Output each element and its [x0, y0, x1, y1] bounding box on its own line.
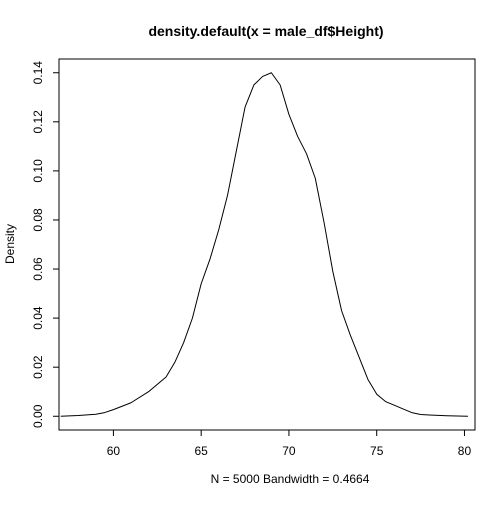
plot-frame	[58, 58, 476, 431]
y-tick-label: 0.02	[31, 355, 45, 379]
x-tick-label: 75	[370, 444, 384, 458]
y-tick-label: 0.14	[31, 61, 45, 85]
x-tick-label: 80	[458, 444, 472, 458]
y-tick-label: 0.12	[31, 110, 45, 134]
y-tick-label: 0.10	[31, 159, 45, 183]
y-tick-label: 0.08	[31, 208, 45, 232]
x-tick-label: 60	[107, 444, 121, 458]
x-axis-label: N = 5000 Bandwidth = 0.4664	[211, 472, 370, 486]
x-axis-ticks: 60 65 70 75 80	[107, 430, 472, 458]
y-tick-label: 0.04	[31, 306, 45, 330]
density-line	[60, 72, 468, 417]
y-tick-label: 0.06	[31, 257, 45, 281]
chart-title: density.default(x = male_df$Height)	[148, 23, 383, 39]
series-layer	[60, 72, 468, 417]
x-tick-label: 70	[282, 444, 296, 458]
y-tick-label: 0.00	[31, 404, 45, 428]
y-axis-ticks: 0.00 0.02 0.04 0.06 0.08 0.10 0.12 0.14	[31, 61, 59, 428]
y-axis-label: Density	[3, 224, 17, 264]
x-tick-label: 65	[194, 444, 208, 458]
